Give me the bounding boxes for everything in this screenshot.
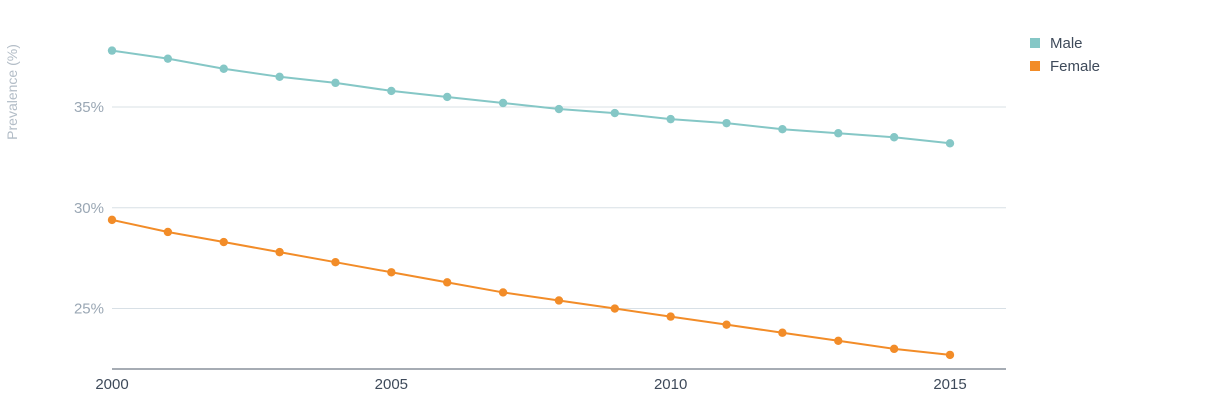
data-point-male[interactable] — [778, 124, 787, 134]
data-point-male[interactable] — [331, 78, 340, 88]
data-point-male[interactable] — [387, 86, 396, 96]
data-point-female[interactable] — [889, 344, 899, 354]
legend-label-female[interactable]: Female — [1050, 58, 1100, 75]
data-point-female[interactable] — [163, 227, 173, 237]
x-tick-label: 2015 — [933, 376, 966, 393]
y-tick-label: 30% — [74, 200, 104, 217]
data-point-male[interactable] — [219, 64, 228, 73]
y-axis-ticks: 25% 30% 35% — [74, 99, 104, 318]
data-point-female[interactable] — [945, 350, 955, 360]
data-point-male[interactable] — [163, 54, 173, 63]
legend-label-male[interactable]: Male — [1050, 35, 1083, 52]
data-point-male[interactable] — [498, 98, 508, 108]
data-point-female[interactable] — [219, 237, 228, 247]
gridlines — [112, 106, 1006, 310]
series-line-female — [111, 218, 951, 356]
y-tick-label: 25% — [74, 301, 104, 318]
data-point-female[interactable] — [834, 336, 843, 345]
data-point-female[interactable] — [610, 304, 619, 313]
data-point-male[interactable] — [275, 72, 284, 82]
data-point-female[interactable] — [387, 268, 396, 277]
y-tick-label: 35% — [74, 99, 104, 116]
data-point-male[interactable] — [945, 139, 955, 148]
series-lines — [107, 46, 955, 360]
data-point-male[interactable] — [834, 129, 843, 138]
x-tick-label: 2005 — [375, 376, 408, 393]
data-point-female[interactable] — [331, 257, 340, 267]
legend: Male Female — [1030, 35, 1100, 75]
data-point-female[interactable] — [722, 320, 731, 329]
data-point-female[interactable] — [107, 215, 117, 225]
data-point-male[interactable] — [107, 46, 117, 55]
data-point-male[interactable] — [554, 104, 564, 114]
series-female — [107, 215, 955, 360]
data-point-male[interactable] — [666, 114, 675, 124]
legend-swatch-female — [1030, 61, 1040, 71]
series-male — [107, 46, 955, 148]
data-point-female[interactable] — [498, 288, 508, 297]
series-line-male — [111, 49, 951, 145]
data-point-female[interactable] — [666, 312, 675, 321]
y-axis-label: Prevalence (%) — [4, 44, 20, 140]
x-tick-label: 2000 — [95, 376, 128, 393]
legend-swatch-male — [1030, 38, 1040, 48]
x-tick-label: 2010 — [654, 376, 687, 393]
data-point-male[interactable] — [443, 92, 452, 102]
data-point-male[interactable] — [889, 133, 899, 142]
data-point-female[interactable] — [778, 328, 787, 337]
x-axis-ticks: 2000 2005 2010 2015 — [95, 376, 966, 393]
data-point-male[interactable] — [610, 108, 619, 118]
data-point-male[interactable] — [722, 118, 731, 128]
data-point-female[interactable] — [275, 247, 284, 257]
data-point-female[interactable] — [554, 296, 564, 305]
data-point-female[interactable] — [443, 278, 452, 287]
